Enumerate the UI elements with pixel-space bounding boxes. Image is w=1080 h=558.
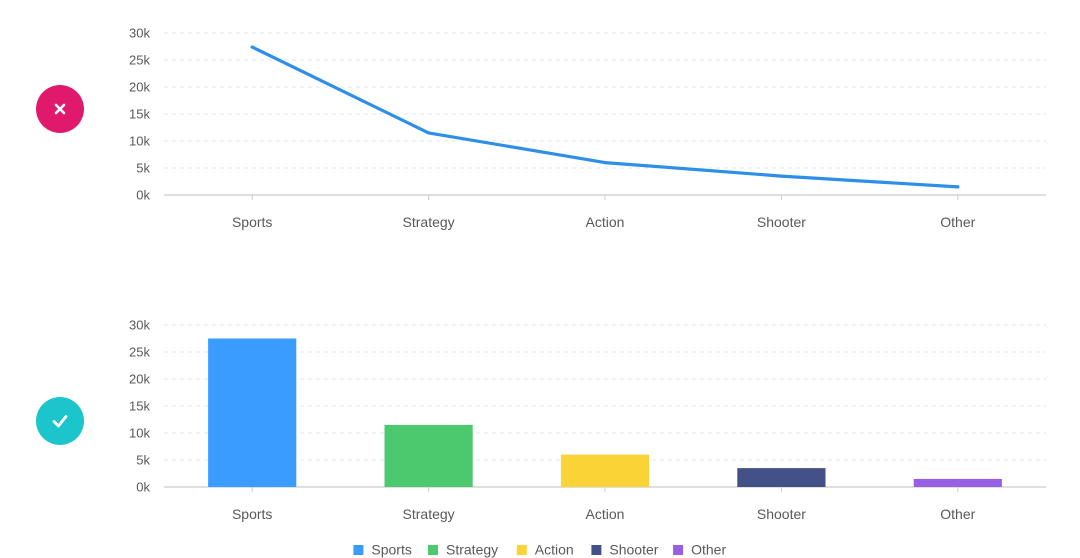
correct-badge bbox=[36, 397, 84, 445]
x-tick-label: Shooter bbox=[757, 506, 806, 522]
line-point bbox=[427, 131, 431, 135]
close-icon bbox=[54, 103, 66, 115]
x-tick-label: Sports bbox=[232, 214, 272, 230]
legend-label: Strategy bbox=[446, 542, 498, 558]
line-point bbox=[779, 174, 784, 178]
x-tick-label: Other bbox=[940, 506, 975, 522]
line-point bbox=[250, 45, 254, 49]
y-tick-label: 5k bbox=[136, 453, 150, 468]
y-tick-label: 30k bbox=[129, 26, 150, 41]
y-tick-label: 10k bbox=[129, 134, 150, 149]
y-tick-label: 25k bbox=[129, 345, 150, 360]
legend-swatch bbox=[673, 545, 684, 555]
y-tick-label: 30k bbox=[129, 318, 150, 333]
legend-label: Shooter bbox=[609, 542, 658, 558]
x-tick-label: Strategy bbox=[403, 506, 455, 522]
x-tick-label: Strategy bbox=[403, 214, 455, 230]
legend-swatch bbox=[428, 545, 438, 555]
line-point bbox=[956, 185, 960, 189]
y-tick-label: 15k bbox=[129, 107, 150, 122]
y-tick-label: 20k bbox=[129, 372, 150, 387]
legend-swatch bbox=[353, 545, 364, 555]
line-point bbox=[603, 161, 607, 165]
legend-label: Sports bbox=[371, 542, 411, 558]
bar-strategy bbox=[384, 424, 473, 487]
x-tick-label: Action bbox=[586, 214, 625, 230]
legend: Sports Strategy Action Shooter Other bbox=[353, 542, 726, 558]
legend-label: Action bbox=[535, 542, 574, 558]
bar-other bbox=[913, 478, 1002, 487]
check-icon bbox=[52, 415, 68, 428]
chart-line: 30k 25k 20k 15k 10k 5k 0k Sports Strategy Action S… bbox=[129, 26, 1046, 230]
y-tick-label: 0k bbox=[136, 188, 150, 203]
y-tick-label: 25k bbox=[129, 53, 150, 68]
legend-swatch bbox=[591, 545, 602, 555]
y-tick-label: 5k bbox=[136, 161, 150, 176]
y-tick-label: 0k bbox=[136, 480, 150, 495]
bar-shooter bbox=[737, 468, 826, 487]
x-tick-label: Other bbox=[940, 214, 975, 230]
wrong-badge bbox=[36, 85, 84, 133]
x-tick-label: Sports bbox=[232, 506, 272, 522]
y-tick-label: 15k bbox=[129, 399, 150, 414]
line-series bbox=[250, 45, 960, 189]
x-tick-label: Shooter bbox=[757, 214, 806, 230]
legend-label: Other bbox=[691, 542, 726, 558]
x-tick-label: Action bbox=[586, 506, 625, 522]
bar-sports bbox=[208, 338, 297, 487]
y-tick-label: 20k bbox=[129, 80, 150, 95]
legend-swatch bbox=[516, 545, 527, 555]
y-tick-label: 10k bbox=[129, 426, 150, 441]
bar-action bbox=[560, 454, 650, 487]
